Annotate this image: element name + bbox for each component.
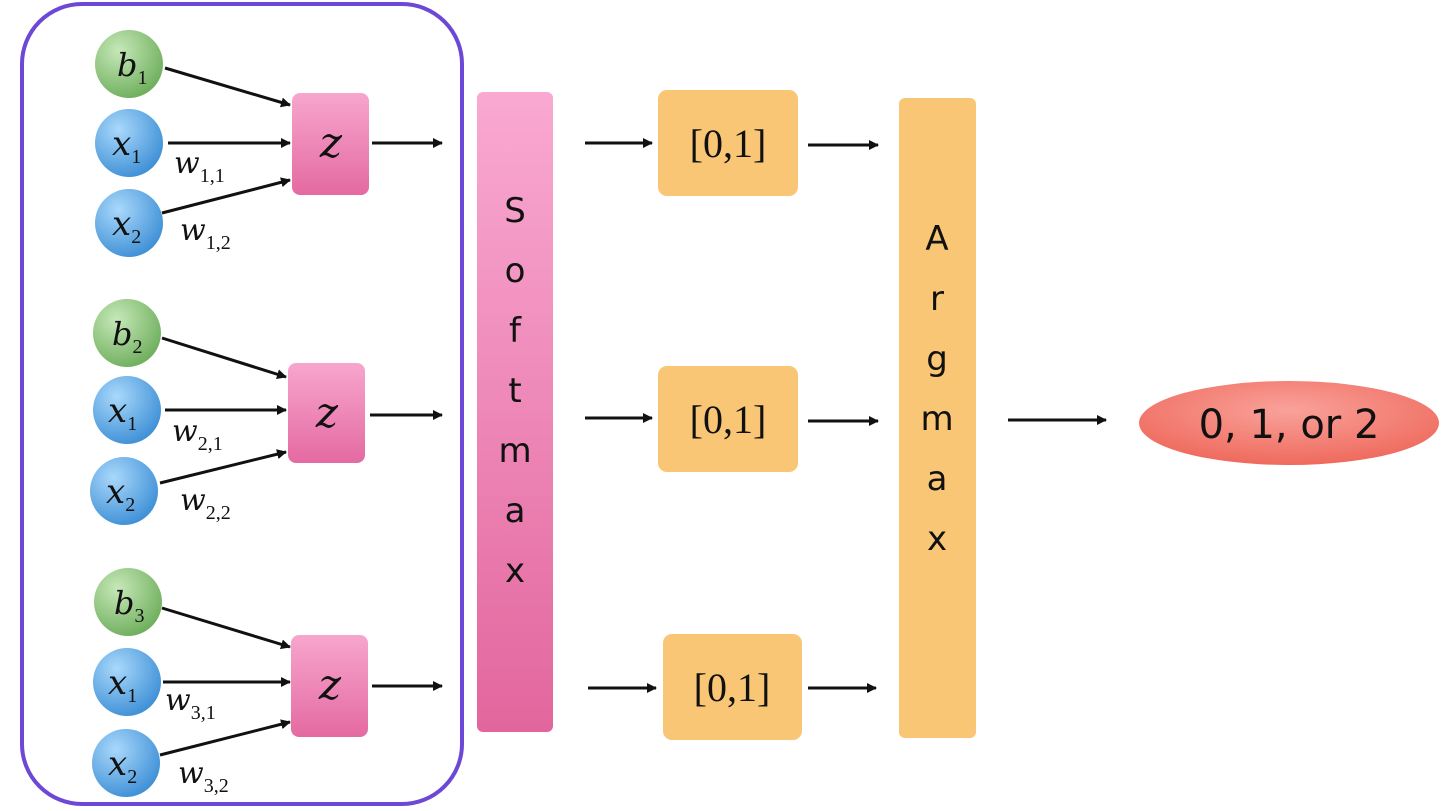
stacked-letter: r <box>930 279 944 319</box>
stacked-letter: a <box>927 459 948 499</box>
stacked-letter: g <box>926 339 948 379</box>
input-label-x1: x1 <box>108 663 137 707</box>
input-label-x1: x1 <box>112 124 141 168</box>
z-box <box>288 363 365 463</box>
input-node-x1 <box>95 109 163 177</box>
weight-label-w31: w3,1 <box>165 683 216 724</box>
z-box <box>291 635 368 737</box>
edge-b3-z <box>161 606 291 650</box>
edge-x2-z <box>161 177 291 215</box>
stacked-letter: S <box>504 191 526 231</box>
input-node-x2 <box>95 189 163 257</box>
output-ellipse <box>1139 381 1439 465</box>
prob-label-1: [0,1] <box>690 121 767 166</box>
z-label: z <box>315 388 339 437</box>
input-node-x1 <box>93 648 161 716</box>
linear-unit-2: b2 x1 x2 w2,1 w2,2 z <box>90 299 443 525</box>
linear-units-frame <box>20 2 464 806</box>
stacked-letter: a <box>505 491 526 531</box>
bias-node <box>95 30 163 98</box>
bias-label: b1 <box>117 46 147 89</box>
weight-label-w32: w3,2 <box>178 756 229 797</box>
linear-unit-1: b1 x1 x2 w1,1 w1,2 z <box>95 30 443 257</box>
stacked-letter: m <box>920 399 953 439</box>
stacked-letter: t <box>508 371 521 411</box>
input-node-x2 <box>90 457 158 525</box>
bias-node <box>94 568 162 636</box>
prob-box-3 <box>663 634 802 740</box>
input-label-x2: x2 <box>106 472 135 516</box>
z-box <box>292 93 369 195</box>
linear-unit-3: b3 x1 x2 w3,1 w3,2 z <box>92 568 443 797</box>
z-label: z <box>319 118 343 167</box>
softmax-bar <box>477 92 553 732</box>
edge-x2-z <box>159 719 291 757</box>
input-node-x1 <box>93 376 161 444</box>
input-node-x2 <box>92 729 160 797</box>
bias-label: b2 <box>112 315 142 358</box>
weight-label-w21: w2,1 <box>172 414 223 455</box>
edge-x2-z <box>159 449 287 485</box>
bias-node <box>93 299 161 367</box>
stacked-letter: m <box>498 431 531 471</box>
prob-box-1 <box>658 90 798 196</box>
weight-label-w11: w1,1 <box>174 146 225 187</box>
edge-b1-z <box>164 66 291 108</box>
prob-label-3: [0,1] <box>694 665 771 710</box>
input-label-x1: x1 <box>108 391 137 435</box>
weight-label-w22: w2,2 <box>180 483 231 524</box>
z-label: z <box>318 660 342 709</box>
stacked-letter: f <box>509 311 522 351</box>
bias-label: b3 <box>114 584 144 627</box>
edge-b2-z <box>161 336 287 380</box>
stacked-letter: x <box>927 519 947 559</box>
stacked-letter: o <box>505 251 526 291</box>
stacked-letter: x <box>505 551 525 591</box>
output-label: 0, 1, or 2 <box>1199 402 1380 448</box>
argmax-bar <box>899 98 976 738</box>
input-label-x2: x2 <box>108 744 137 788</box>
weight-label-w12: w1,2 <box>180 213 231 254</box>
prob-label-2: [0,1] <box>690 397 767 442</box>
input-label-x2: x2 <box>112 204 141 248</box>
stacked-letter: A <box>925 219 948 259</box>
prob-box-2 <box>658 366 798 472</box>
